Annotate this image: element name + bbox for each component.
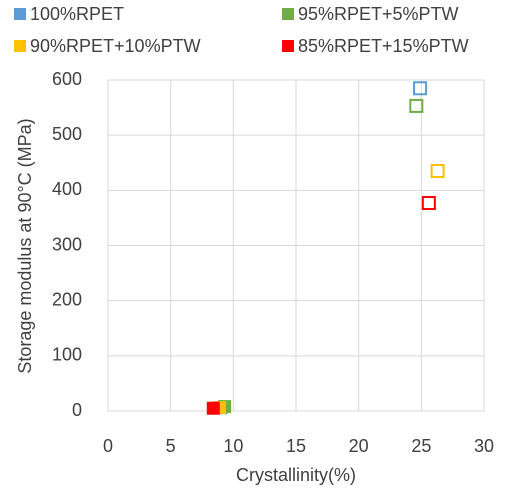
x-tick-label: 15 bbox=[286, 436, 306, 456]
legend-swatch bbox=[282, 40, 294, 52]
legend-label: 95%RPET+5%PTW bbox=[298, 4, 459, 24]
y-tick-label: 100 bbox=[52, 345, 82, 365]
x-tick-label: 20 bbox=[349, 436, 369, 456]
x-tick-label: 10 bbox=[223, 436, 243, 456]
point bbox=[430, 164, 445, 179]
legend-swatch bbox=[282, 8, 294, 20]
point bbox=[421, 196, 436, 211]
legend-label: 85%RPET+15%PTW bbox=[298, 36, 469, 56]
x-tick-label: 0 bbox=[103, 436, 113, 456]
point bbox=[206, 401, 220, 415]
y-tick-label: 600 bbox=[52, 69, 82, 89]
legend-label: 90%RPET+10%PTW bbox=[30, 36, 201, 56]
y-tick-label: 0 bbox=[72, 400, 82, 420]
x-tick-label: 30 bbox=[474, 436, 494, 456]
x-axis-label: Crystallinity(%) bbox=[236, 465, 356, 485]
legend-label: 100%RPET bbox=[30, 4, 124, 24]
legend-swatch bbox=[14, 8, 26, 20]
y-axis-label: Storage modulus at 90°C (MPa) bbox=[15, 118, 35, 373]
x-tick-label: 5 bbox=[166, 436, 176, 456]
y-tick-label: 400 bbox=[52, 179, 82, 199]
y-tick-label: 500 bbox=[52, 124, 82, 144]
x-tick-label: 25 bbox=[411, 436, 431, 456]
y-tick-label: 300 bbox=[52, 234, 82, 254]
y-tick-label: 200 bbox=[52, 289, 82, 309]
point bbox=[409, 98, 424, 113]
legend-swatch bbox=[14, 40, 26, 52]
point bbox=[413, 81, 428, 96]
